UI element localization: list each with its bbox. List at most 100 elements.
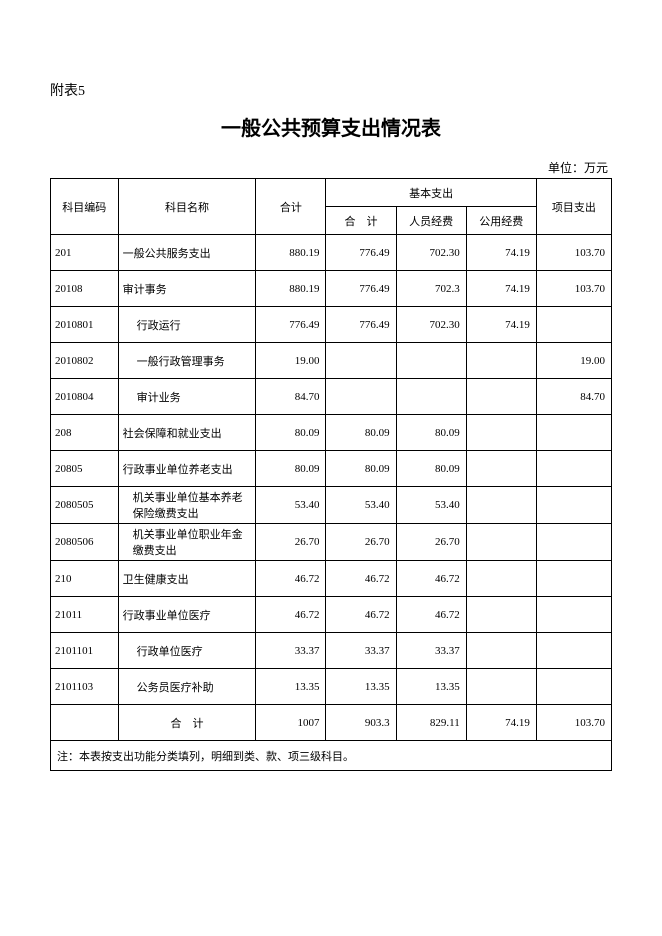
cell-total: 26.70 xyxy=(256,524,326,561)
cell-subtotal: 13.35 xyxy=(326,669,396,705)
cell-name: 行政事业单位养老支出 xyxy=(118,451,256,487)
cell-total: 880.19 xyxy=(256,271,326,307)
col-name: 科目名称 xyxy=(118,179,256,235)
cell-personnel: 702.30 xyxy=(396,235,466,271)
cell-code: 208 xyxy=(51,415,119,451)
table-body: 201一般公共服务支出880.19776.49702.3074.19103.70… xyxy=(51,235,612,771)
cell-name: 公务员医疗补助 xyxy=(118,669,256,705)
cell-subtotal: 53.40 xyxy=(326,487,396,524)
cell-public xyxy=(466,669,536,705)
cell-project xyxy=(536,597,611,633)
cell-code: 2010802 xyxy=(51,343,119,379)
cell-public xyxy=(466,633,536,669)
cell-name: 行政单位医疗 xyxy=(118,633,256,669)
col-subtotal: 合 计 xyxy=(326,207,396,235)
cell-project xyxy=(536,633,611,669)
cell-project xyxy=(536,524,611,561)
cell-personnel: 702.30 xyxy=(396,307,466,343)
cell-public xyxy=(466,379,536,415)
table-row: 208社会保障和就业支出80.0980.0980.09 xyxy=(51,415,612,451)
table-row: 2101101行政单位医疗33.3733.3733.37 xyxy=(51,633,612,669)
cell-sum-label: 合 计 xyxy=(118,705,256,741)
cell-personnel: 80.09 xyxy=(396,451,466,487)
cell-total: 84.70 xyxy=(256,379,326,415)
cell-code: 2010801 xyxy=(51,307,119,343)
col-public: 公用经费 xyxy=(466,207,536,235)
cell-project xyxy=(536,561,611,597)
cell-code: 2080506 xyxy=(51,524,119,561)
note-row: 注：本表按支出功能分类填列，明细到类、款、项三级科目。 xyxy=(51,741,612,771)
cell-code: 2010804 xyxy=(51,379,119,415)
cell-project: 103.70 xyxy=(536,235,611,271)
table-row: 2010802一般行政管理事务19.0019.00 xyxy=(51,343,612,379)
cell-code: 210 xyxy=(51,561,119,597)
cell-project: 84.70 xyxy=(536,379,611,415)
cell-project xyxy=(536,487,611,524)
cell-subtotal: 46.72 xyxy=(326,597,396,633)
cell-code: 20108 xyxy=(51,271,119,307)
cell-public xyxy=(466,561,536,597)
cell-public xyxy=(466,487,536,524)
budget-table: 科目编码 科目名称 合计 基本支出 项目支出 合 计 人员经费 公用经费 201… xyxy=(50,178,612,771)
table-row: 201一般公共服务支出880.19776.49702.3074.19103.70 xyxy=(51,235,612,271)
cell-name: 机关事业单位基本养老保险缴费支出 xyxy=(118,487,256,524)
cell-total: 19.00 xyxy=(256,343,326,379)
cell-name: 审计业务 xyxy=(118,379,256,415)
cell-public: 74.19 xyxy=(466,271,536,307)
cell-personnel: 53.40 xyxy=(396,487,466,524)
note-cell: 注：本表按支出功能分类填列，明细到类、款、项三级科目。 xyxy=(51,741,612,771)
attachment-label: 附表5 xyxy=(50,80,612,100)
cell-project: 103.70 xyxy=(536,705,611,741)
col-personnel: 人员经费 xyxy=(396,207,466,235)
sum-row: 合 计1007903.3829.1174.19103.70 xyxy=(51,705,612,741)
cell-code xyxy=(51,705,119,741)
cell-code: 20805 xyxy=(51,451,119,487)
cell-public: 74.19 xyxy=(466,307,536,343)
cell-public xyxy=(466,415,536,451)
cell-total: 33.37 xyxy=(256,633,326,669)
cell-total: 13.35 xyxy=(256,669,326,705)
cell-code: 2080505 xyxy=(51,487,119,524)
col-project: 项目支出 xyxy=(536,179,611,235)
cell-personnel: 80.09 xyxy=(396,415,466,451)
cell-public xyxy=(466,597,536,633)
cell-project: 103.70 xyxy=(536,271,611,307)
cell-subtotal xyxy=(326,343,396,379)
col-basic-group: 基本支出 xyxy=(326,179,536,207)
table-row: 20108审计事务880.19776.49702.374.19103.70 xyxy=(51,271,612,307)
cell-personnel: 46.72 xyxy=(396,597,466,633)
cell-project xyxy=(536,415,611,451)
cell-subtotal: 33.37 xyxy=(326,633,396,669)
cell-personnel: 46.72 xyxy=(396,561,466,597)
cell-total: 80.09 xyxy=(256,415,326,451)
cell-code: 21011 xyxy=(51,597,119,633)
cell-personnel: 829.11 xyxy=(396,705,466,741)
cell-code: 2101101 xyxy=(51,633,119,669)
table-row: 2010801行政运行776.49776.49702.3074.19 xyxy=(51,307,612,343)
cell-subtotal: 776.49 xyxy=(326,307,396,343)
page-title: 一般公共预算支出情况表 xyxy=(50,112,612,141)
cell-total: 46.72 xyxy=(256,561,326,597)
table-row: 2010804审计业务84.7084.70 xyxy=(51,379,612,415)
cell-subtotal: 80.09 xyxy=(326,415,396,451)
cell-personnel: 33.37 xyxy=(396,633,466,669)
cell-total: 80.09 xyxy=(256,451,326,487)
cell-name: 审计事务 xyxy=(118,271,256,307)
document-page: 附表5 一般公共预算支出情况表 单位：万元 科目编码 科目名称 合计 基本支出 … xyxy=(0,0,662,811)
cell-name: 卫生健康支出 xyxy=(118,561,256,597)
cell-name: 机关事业单位职业年金缴费支出 xyxy=(118,524,256,561)
cell-subtotal: 903.3 xyxy=(326,705,396,741)
cell-personnel: 702.3 xyxy=(396,271,466,307)
cell-total: 46.72 xyxy=(256,597,326,633)
cell-subtotal: 776.49 xyxy=(326,271,396,307)
cell-code: 2101103 xyxy=(51,669,119,705)
cell-subtotal xyxy=(326,379,396,415)
cell-personnel: 26.70 xyxy=(396,524,466,561)
cell-public xyxy=(466,343,536,379)
cell-name: 一般行政管理事务 xyxy=(118,343,256,379)
cell-project xyxy=(536,669,611,705)
table-row: 210卫生健康支出46.7246.7246.72 xyxy=(51,561,612,597)
cell-public xyxy=(466,524,536,561)
cell-project xyxy=(536,451,611,487)
cell-code: 201 xyxy=(51,235,119,271)
